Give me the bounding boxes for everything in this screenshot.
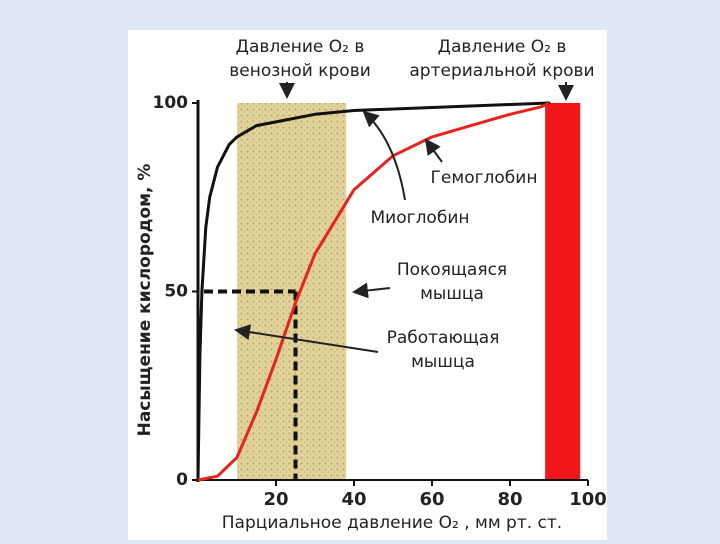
arrow (424, 138, 443, 163)
annotation-arrows (234, 82, 574, 353)
x-tick-label: 80 (497, 489, 522, 510)
annotation: мышца (420, 284, 484, 304)
x-tick-label: 20 (263, 489, 288, 510)
y-tick-label: 100 (153, 93, 189, 113)
y-tick-label: 0 (176, 470, 188, 490)
shaded-region (545, 103, 581, 480)
annotation: мышца (411, 352, 475, 372)
y-tick-label: 50 (164, 282, 188, 302)
x-tick-label: 40 (341, 489, 366, 510)
series-line (197, 101, 550, 482)
x-tick-label: 100 (569, 489, 607, 510)
x-tick-label: 60 (419, 489, 444, 510)
annotation: Работающая (387, 328, 500, 348)
annotation: Гемоглобин (431, 168, 538, 188)
y-axis-label: Насыщение кислородом, % (135, 164, 155, 437)
x-axis-label: Парциальное давление O₂ , мм рт. ст. (222, 513, 562, 533)
annotation: Давление O₂ в (438, 37, 567, 57)
annotation: Покоящаяся (397, 260, 507, 280)
series-line (196, 101, 551, 481)
arrow (352, 282, 391, 299)
annotation: венозной крови (229, 61, 371, 81)
annotation: Давление O₂ в (236, 37, 365, 57)
plot-area: 0 50 100 20 40 60 80 100 (153, 93, 607, 510)
arrow (234, 324, 379, 353)
annotations: Насыщение кислородом, % Парциальное давле… (135, 37, 595, 533)
arrow (362, 110, 406, 201)
annotation: артериальной крови (409, 61, 594, 81)
annotation: Миоглобин (371, 208, 470, 228)
figure-background (128, 30, 607, 540)
